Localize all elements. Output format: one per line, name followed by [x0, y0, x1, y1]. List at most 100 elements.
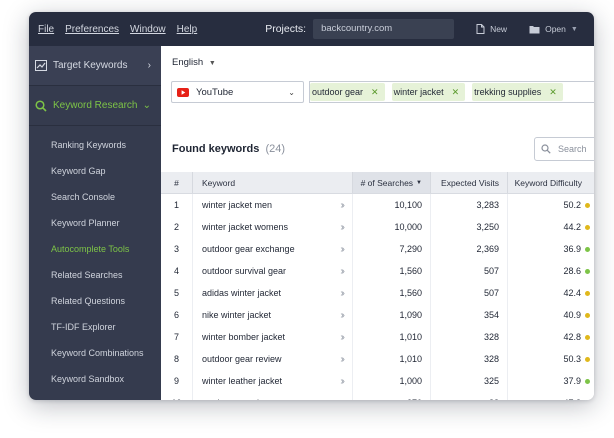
sidebar: Target Keywords › Keyword Research ⌄ Ran…: [29, 46, 161, 400]
keyword-tags-input[interactable]: outdoor gear ✕ winter jacket ✕ trekking …: [309, 81, 594, 103]
table-row[interactable]: 3 outdoor gear exchange ›› 7,290 2,369 36.9: [161, 238, 594, 260]
difficulty-value: 50.2: [563, 200, 581, 210]
chevron-down-icon: ⌄: [142, 100, 151, 111]
keyword-cell: outdoor gear review ››: [192, 348, 352, 370]
column-header-num[interactable]: #: [174, 177, 179, 188]
sidebar-item-related-questions[interactable]: Related Questions: [51, 296, 126, 306]
double-chevron-right-icon[interactable]: ››: [340, 243, 344, 255]
difficulty-value: 40.9: [563, 310, 581, 320]
sidebar-item-keyword-sandbox[interactable]: Keyword Sandbox: [51, 374, 125, 384]
double-chevron-right-icon[interactable]: ››: [340, 331, 344, 343]
table-row[interactable]: 8 outdoor gear review ›› 1,010 328 50.3: [161, 348, 594, 370]
difficulty-indicator: [585, 312, 590, 318]
close-icon[interactable]: ✕: [371, 86, 379, 97]
sidebar-item-keyword-combinations[interactable]: Keyword Combinations: [51, 348, 144, 358]
keyword-tag: outdoor gear ✕: [310, 83, 385, 101]
double-chevron-right-icon[interactable]: ››: [340, 375, 344, 387]
visits-cell: 3,283: [430, 194, 507, 216]
project-selector[interactable]: backcountry.com: [313, 19, 455, 39]
table-row[interactable]: 9 winter leather jacket ›› 1,000 325 37.9: [161, 370, 594, 392]
table-row[interactable]: 4 outdoor survival gear ›› 1,560 507 28.6: [161, 260, 594, 282]
keyword-text: winter jacket womens: [202, 222, 289, 232]
difficulty-value: 42.8: [563, 332, 581, 342]
searches-cell: 270: [352, 392, 430, 400]
difficulty-value: 36.9: [563, 244, 581, 254]
sidebar-item-related-searches[interactable]: Related Searches: [51, 270, 123, 280]
sort-desc-icon: ▼: [416, 179, 422, 186]
visits-cell: 507: [430, 282, 507, 304]
table-row[interactable]: 2 winter jacket womens ›› 10,000 3,250 44.2: [161, 216, 594, 238]
keyword-tag: winter jacket ✕: [391, 83, 466, 101]
visits-cell: 3,250: [430, 216, 507, 238]
sidebar-item-autocomplete-tools[interactable]: Autocomplete Tools: [51, 244, 130, 254]
double-chevron-right-icon[interactable]: ››: [340, 287, 344, 299]
difficulty-indicator: [585, 246, 590, 252]
difficulty-indicator: [585, 224, 590, 230]
sidebar-item-ranking-keywords[interactable]: Ranking Keywords: [51, 140, 127, 150]
search-input[interactable]: Search: [534, 137, 594, 161]
row-number: 7: [173, 332, 179, 342]
double-chevron-right-icon[interactable]: ››: [340, 265, 344, 277]
double-chevron-right-icon[interactable]: ››: [340, 353, 344, 365]
menu-file[interactable]: File: [38, 23, 55, 35]
menu-bar: File Preferences Window Help Projects: b…: [29, 12, 594, 46]
chevron-right-icon: ›: [147, 60, 151, 71]
row-number: 10: [161, 392, 192, 400]
difficulty-cell: 44.2: [507, 216, 594, 238]
visits-cell: 328: [430, 348, 507, 370]
searches-cell: 7,290: [352, 238, 430, 260]
menu-window[interactable]: Window: [130, 23, 166, 35]
keywords-table: # Keyword # of Searches ▼ Expected Visit…: [161, 172, 594, 400]
table-row[interactable]: 1 winter jacket men ›› 10,100 3,283 50.2: [161, 194, 594, 216]
column-header-keyword[interactable]: Keyword: [192, 172, 352, 193]
tag-label: outdoor gear: [312, 87, 364, 97]
open-project-button[interactable]: Open ▼: [529, 24, 578, 34]
keyword-text: outdoor survival gear: [202, 266, 287, 276]
double-chevron-right-icon[interactable]: ››: [340, 221, 344, 233]
close-icon[interactable]: ✕: [549, 86, 557, 97]
keyword-text: outdoor gear exchange: [202, 244, 295, 254]
tag-label: winter jacket: [393, 87, 444, 97]
menu-preferences[interactable]: Preferences: [65, 23, 120, 35]
column-header-searches[interactable]: # of Searches ▼: [352, 172, 430, 193]
visits-cell: 328: [430, 326, 507, 348]
youtube-icon: [177, 87, 189, 97]
keyword-text: adidas winter jacket: [202, 288, 282, 298]
double-chevron-right-icon[interactable]: ››: [340, 199, 344, 211]
visits-cell: 2,369: [430, 238, 507, 260]
sidebar-section-target-keywords[interactable]: Target Keywords ›: [29, 46, 161, 86]
visits-cell: 88: [430, 392, 507, 400]
table-row[interactable]: 5 adidas winter jacket ›› 1,560 507 42.4: [161, 282, 594, 304]
table-header: # Keyword # of Searches ▼ Expected Visit…: [161, 172, 594, 194]
keyword-cell: outdoor survival gear ››: [192, 260, 352, 282]
sidebar-item-search-console[interactable]: Search Console: [51, 192, 116, 202]
searches-cell: 1,010: [352, 326, 430, 348]
language-selector[interactable]: English ▼: [172, 57, 216, 68]
sidebar-item-tf-idf-explorer[interactable]: TF-IDF Explorer: [51, 322, 116, 332]
table-row[interactable]: 7 winter bomber jacket ›› 1,010 328 42.8: [161, 326, 594, 348]
chevron-down-icon: ▼: [208, 60, 216, 67]
menu-help[interactable]: Help: [176, 23, 198, 35]
search-icon: [541, 144, 551, 154]
found-count: (24): [265, 143, 286, 155]
double-chevron-right-icon[interactable]: ››: [340, 309, 344, 321]
table-row[interactable]: 6 nike winter jacket ›› 1,090 354 40.9: [161, 304, 594, 326]
source-selector[interactable]: YouTube ⌄: [171, 81, 304, 103]
sidebar-section-keyword-research[interactable]: Keyword Research ⌄: [29, 86, 161, 126]
chevron-down-icon: ⌄: [288, 87, 295, 97]
row-number: 5: [173, 288, 179, 298]
keyword-text: winter bomber jacket: [202, 332, 286, 342]
column-header-visits[interactable]: Expected Visits: [430, 172, 507, 193]
difficulty-indicator: [585, 202, 590, 208]
new-document-icon: [476, 24, 485, 34]
table-row[interactable]: 10 outdoor camping gear ›› 27088 47.8: [161, 392, 594, 400]
difficulty-cell: 28.6: [507, 260, 594, 282]
close-icon[interactable]: ✕: [451, 86, 460, 97]
column-header-difficulty[interactable]: Keyword Difficulty: [507, 172, 594, 193]
new-project-button[interactable]: New: [476, 24, 507, 34]
row-number: 6: [173, 310, 179, 320]
difficulty-cell: 42.8: [507, 326, 594, 348]
sidebar-item-keyword-gap[interactable]: Keyword Gap: [51, 166, 106, 176]
double-chevron-right-icon[interactable]: ››: [340, 398, 344, 401]
sidebar-item-keyword-planner[interactable]: Keyword Planner: [51, 218, 120, 228]
